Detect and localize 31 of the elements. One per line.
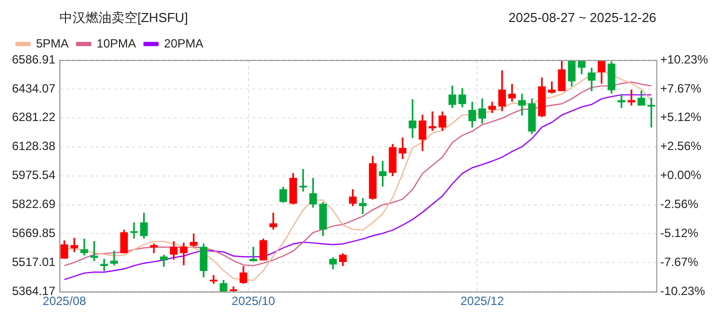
candlestick [210,275,218,284]
y2-tick-label: +10.23% [660,52,708,66]
y-tick-label: 5517.01 [12,254,56,269]
legend-label: 20PMA [164,36,204,50]
x-tick-label: 2025/12 [460,294,504,308]
legend-label: 5PMA [36,36,69,50]
y-tick-label: 6281.22 [12,110,56,124]
candlestick [299,168,307,192]
y-tick-label: 5669.85 [12,226,56,240]
x-tick-label: 2025/10 [232,294,276,308]
y2-tick-label: +7.67% [660,81,702,96]
legend-label: 10PMA [96,36,136,50]
y2-tick-label: +2.56% [660,139,702,154]
y2-tick-label: +0.00% [660,168,702,182]
chart-title: 中汉燃油卖空[ZHSFU] [59,10,188,26]
y-tick-label: 6128.38 [12,139,56,154]
y2-tick-label: -10.23% [660,284,706,298]
y-tick-label: 6434.07 [12,81,56,96]
candlestick [618,94,626,108]
chart-subtitle: 2025-08-27 ~ 2025-12-26 [508,10,656,26]
y2-tick-label: +5.12% [660,110,702,124]
candlestick [628,90,636,106]
y2-tick-label: -2.56% [660,197,699,212]
candlestick [130,222,138,239]
y2-tick-label: -5.12% [660,226,699,240]
candlestick [428,112,436,131]
y-tick-label: 6586.91 [12,52,56,66]
y2-tick-label: -7.67% [660,254,699,269]
y-tick-label: 5822.69 [12,197,56,212]
y-tick-label: 5975.54 [12,168,56,182]
candlestick [90,241,98,262]
